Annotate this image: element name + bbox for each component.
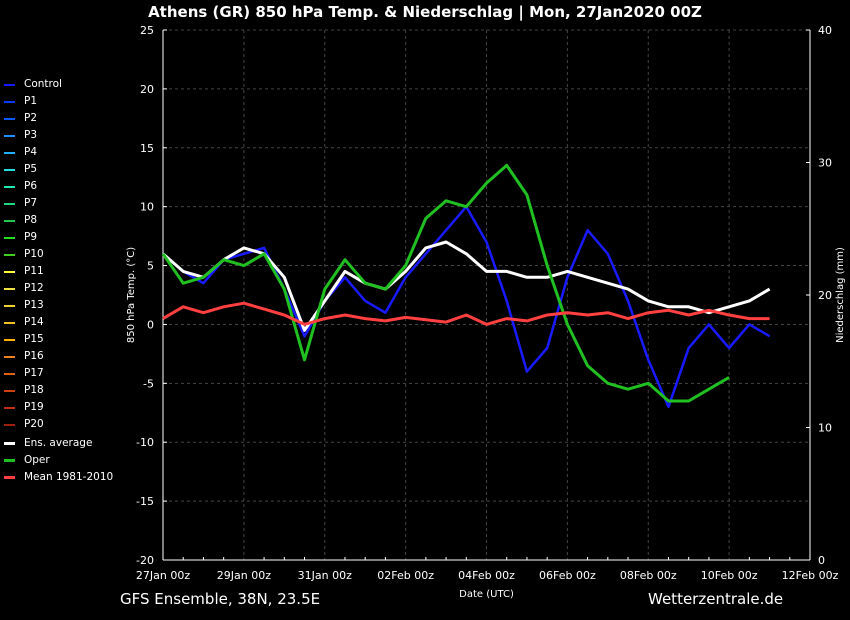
y-tick-label: -15 [136, 495, 154, 508]
y-tick-label: -10 [136, 436, 154, 449]
legend-swatch [4, 101, 15, 103]
x-tick-label: 04Feb 00z [458, 569, 515, 582]
y2-tick-label: 20 [818, 289, 832, 302]
legend-swatch [4, 339, 15, 341]
chart-title: Athens (GR) 850 hPa Temp. & Niederschlag… [148, 3, 702, 21]
legend-label: P4 [24, 146, 38, 158]
x-tick-label: 27Jan 00z [136, 569, 190, 582]
legend-swatch [4, 169, 15, 171]
series-line-oper [161, 163, 730, 403]
legend-label: P7 [24, 197, 38, 209]
y2-tick-label: 30 [818, 157, 832, 170]
x-tick-label: 08Feb 00z [620, 569, 677, 582]
y2-axis-label: Niederschlag (mm) [835, 247, 846, 343]
legend-label: P10 [24, 248, 44, 260]
y2-tick-label: 10 [818, 422, 832, 435]
legend-swatch [4, 118, 15, 120]
legend-label: Ens. average [24, 437, 93, 449]
legend-label: P12 [24, 282, 44, 294]
legend-swatch [4, 305, 15, 307]
legend-label: P6 [24, 180, 38, 192]
legend-label: P5 [24, 163, 38, 175]
legend-label: P20 [24, 418, 44, 430]
x-tick-label: 31Jan 00z [298, 569, 352, 582]
legend-swatch [4, 203, 15, 205]
legend-label: P16 [24, 350, 44, 362]
legend-swatch [4, 407, 15, 409]
legend-label: Control [24, 78, 62, 90]
x-axis-label: Date (UTC) [459, 589, 514, 600]
legend-label: Oper [24, 454, 50, 466]
legend-swatch [4, 220, 15, 222]
y2-tick-label: 0 [818, 554, 825, 567]
legend-label: P19 [24, 401, 44, 413]
legend-label: P1 [24, 95, 38, 107]
footer-source: GFS Ensemble, 38N, 23.5E [120, 590, 321, 608]
legend-swatch [4, 271, 15, 273]
legend-swatch [4, 442, 15, 445]
legend-swatch [4, 237, 15, 239]
legend-swatch [4, 356, 15, 358]
legend-label: Mean 1981-2010 [24, 471, 114, 483]
y-tick-label: 15 [140, 142, 154, 155]
legend-swatch [4, 288, 15, 290]
y-tick-label: 10 [140, 201, 154, 214]
legend-label: P9 [24, 231, 38, 243]
legend-swatch [4, 424, 15, 426]
y-tick-label: 5 [147, 260, 154, 273]
x-tick-label: 12Feb 00z [782, 569, 839, 582]
x-tick-label: 10Feb 00z [701, 569, 758, 582]
series-line-mean-1981-2010 [162, 301, 770, 326]
legend-swatch [4, 152, 15, 154]
legend-swatch [4, 373, 15, 375]
legend-label: P18 [24, 384, 44, 396]
y-tick-label: 25 [140, 24, 154, 37]
series-line-ens-average [162, 240, 771, 332]
y-tick-label: -5 [143, 377, 154, 390]
x-tick-label: 06Feb 00z [539, 569, 596, 582]
y-tick-label: 0 [147, 318, 154, 331]
legend-label: P8 [24, 214, 38, 226]
legend-swatch [4, 459, 15, 462]
legend-label: P13 [24, 299, 44, 311]
legend-swatch [4, 254, 15, 256]
legend-label: P17 [24, 367, 44, 379]
legend-swatch [4, 186, 15, 188]
y2-tick-label: 40 [818, 24, 832, 37]
y-tick-label: -20 [136, 554, 154, 567]
legend-label: P11 [24, 265, 44, 277]
legend-label: P3 [24, 129, 38, 141]
legend-swatch [4, 84, 15, 86]
legend-swatch [4, 135, 15, 137]
legend-label: P14 [24, 316, 44, 328]
legend-swatch [4, 322, 15, 324]
y-tick-label: 20 [140, 83, 154, 96]
x-tick-label: 29Jan 00z [217, 569, 271, 582]
legend-label: P2 [24, 112, 38, 124]
y-axis-label: 850 hPa Temp. (°C) [126, 247, 137, 343]
footer-brand: Wetterzentrale.de [648, 590, 784, 608]
legend-label: P15 [24, 333, 44, 345]
legend-swatch [4, 476, 15, 479]
legend-swatch [4, 390, 15, 392]
x-tick-label: 02Feb 00z [377, 569, 434, 582]
